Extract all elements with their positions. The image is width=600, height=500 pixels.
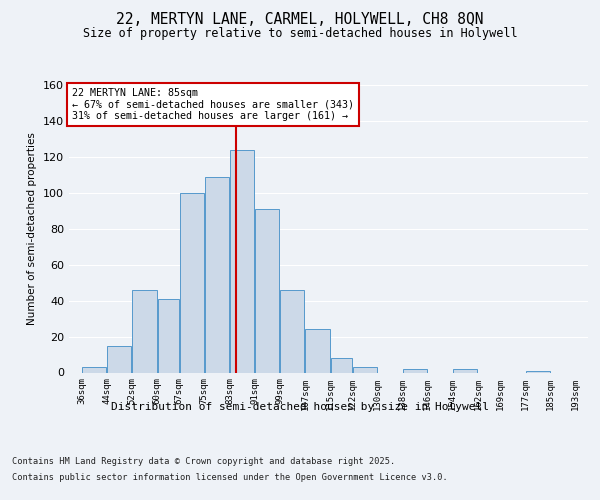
Bar — [82, 367, 106, 372]
Bar — [331, 358, 352, 372]
Bar — [353, 367, 377, 372]
Bar — [205, 176, 229, 372]
Bar — [453, 369, 478, 372]
Bar — [230, 150, 254, 372]
Bar — [255, 209, 279, 372]
Text: Contains HM Land Registry data © Crown copyright and database right 2025.: Contains HM Land Registry data © Crown c… — [12, 458, 395, 466]
Bar — [526, 370, 550, 372]
Bar — [133, 290, 157, 372]
Text: 22, MERTYN LANE, CARMEL, HOLYWELL, CH8 8QN: 22, MERTYN LANE, CARMEL, HOLYWELL, CH8 8… — [116, 12, 484, 28]
Y-axis label: Number of semi-detached properties: Number of semi-detached properties — [28, 132, 37, 325]
Bar — [158, 299, 179, 372]
Bar — [305, 330, 329, 372]
Bar — [179, 193, 204, 372]
Text: Size of property relative to semi-detached houses in Holywell: Size of property relative to semi-detach… — [83, 28, 517, 40]
Bar — [403, 369, 427, 372]
Text: 22 MERTYN LANE: 85sqm
← 67% of semi-detached houses are smaller (343)
31% of sem: 22 MERTYN LANE: 85sqm ← 67% of semi-deta… — [71, 88, 353, 121]
Text: Distribution of semi-detached houses by size in Holywell: Distribution of semi-detached houses by … — [111, 402, 489, 412]
Bar — [107, 346, 131, 372]
Bar — [280, 290, 304, 372]
Text: Contains public sector information licensed under the Open Government Licence v3: Contains public sector information licen… — [12, 472, 448, 482]
